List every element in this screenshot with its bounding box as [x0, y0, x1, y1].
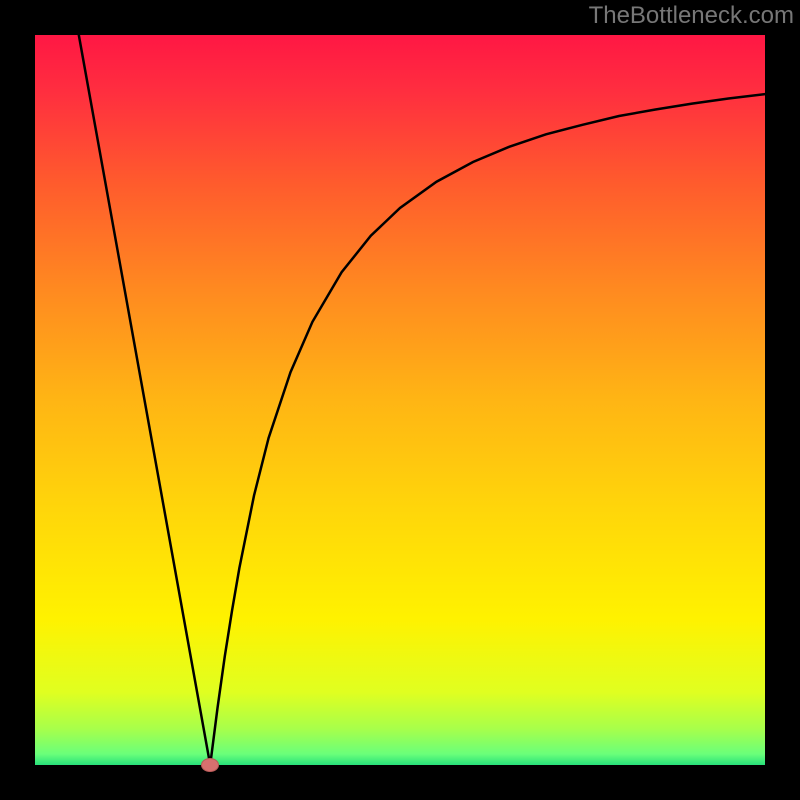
chart-stage: TheBottleneck.com: [0, 0, 800, 800]
minimum-point-marker: [201, 758, 219, 772]
plot-area: [35, 35, 765, 765]
watermark-text: TheBottleneck.com: [589, 2, 794, 30]
